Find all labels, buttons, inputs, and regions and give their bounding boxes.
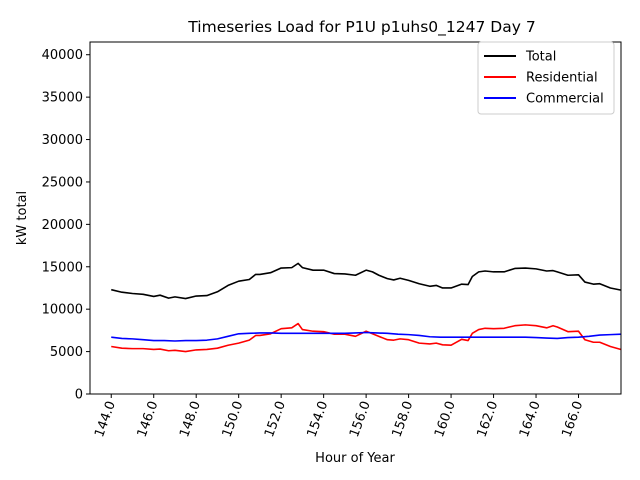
series-line-commercial xyxy=(111,331,622,342)
legend: Total Residential Commercial xyxy=(477,41,615,115)
x-axis-title: Hour of Year xyxy=(315,451,395,466)
legend-label-commercial: Commercial xyxy=(526,92,604,107)
legend-items: Total Residential Commercial xyxy=(484,50,604,107)
y-axis-title: kW total xyxy=(15,191,30,245)
series-line-residential xyxy=(111,322,622,353)
y-tick-label: 40000 xyxy=(42,48,83,63)
y-axis: 0 5000 10000 15000 20000 25000 30000 35000 40000 xyxy=(42,48,90,403)
series-lines xyxy=(111,262,622,353)
y-tick-label: 0 xyxy=(75,388,83,403)
legend-box xyxy=(477,41,615,115)
series-line-total xyxy=(111,262,622,300)
y-tick-label: 35000 xyxy=(42,91,83,106)
y-tick-label: 15000 xyxy=(42,260,83,275)
y-tick-label: 20000 xyxy=(42,218,83,233)
plot-frame xyxy=(89,41,622,395)
legend-label-total: Total xyxy=(525,50,556,65)
legend-label-residential: Residential xyxy=(526,71,598,86)
chart-title: Timeseries Load for P1U p1uhs0_1247 Day … xyxy=(187,18,535,37)
y-tick-label: 5000 xyxy=(50,345,83,360)
y-tick-label: 25000 xyxy=(42,175,83,190)
y-tick-label: 30000 xyxy=(42,133,83,148)
y-tick-label: 10000 xyxy=(42,303,83,318)
